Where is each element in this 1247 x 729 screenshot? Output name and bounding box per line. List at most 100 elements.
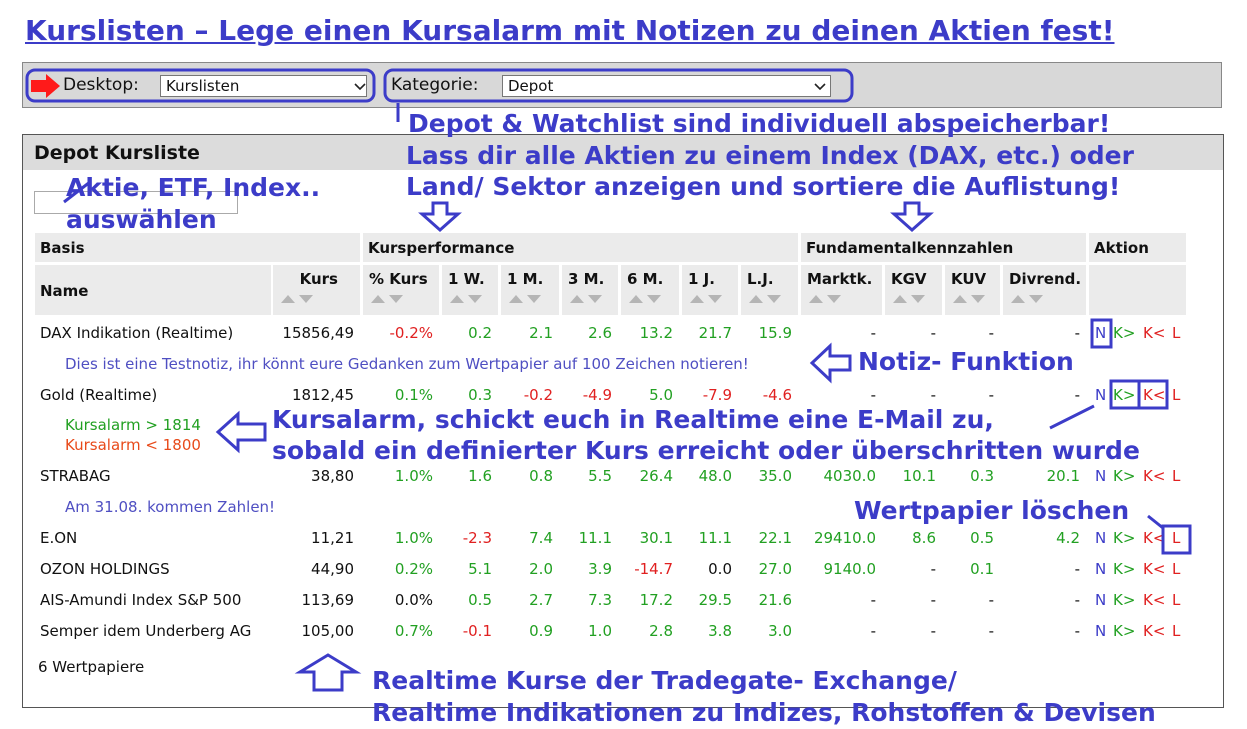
action-link[interactable]: N xyxy=(1095,622,1107,640)
action-link[interactable]: N xyxy=(1095,560,1107,578)
action-link[interactable]: L xyxy=(1172,591,1181,609)
cell: - xyxy=(870,386,876,404)
cell: 4030.0 xyxy=(823,467,877,485)
action-link[interactable]: N xyxy=(1095,467,1107,485)
action-link[interactable]: K< xyxy=(1143,622,1166,640)
column-header-cell xyxy=(501,265,559,315)
column-header-cell xyxy=(945,265,1000,315)
group-header: Kursperformance xyxy=(368,239,515,257)
cell: 13.2 xyxy=(639,324,673,342)
group-header-cell xyxy=(363,233,798,262)
cell: 105,00 xyxy=(301,622,355,640)
cell: 2.8 xyxy=(649,622,673,640)
cell: 0.0 xyxy=(708,560,732,578)
cell: 30.1 xyxy=(639,529,673,547)
column-header-cell xyxy=(273,265,360,315)
cell: 29.5 xyxy=(698,591,732,609)
cell: 0.1% xyxy=(394,386,433,404)
cell: 3.8 xyxy=(708,622,732,640)
cell: 3.0 xyxy=(768,622,792,640)
cell: 17.2 xyxy=(639,591,673,609)
action-link[interactable]: K> xyxy=(1113,591,1136,609)
cell: - xyxy=(930,324,936,342)
cell: - xyxy=(988,324,994,342)
cell: -0.2% xyxy=(389,324,433,342)
action-link[interactable]: L xyxy=(1172,467,1181,485)
cell-name: E.ON xyxy=(40,529,78,547)
column-header: KGV xyxy=(891,270,927,288)
action-link[interactable]: L xyxy=(1172,560,1181,578)
column-header-cell xyxy=(1003,265,1086,315)
column-header-cell xyxy=(885,265,942,315)
group-header: Aktion xyxy=(1094,239,1149,257)
action-link[interactable]: K> xyxy=(1113,467,1136,485)
action-link[interactable]: L xyxy=(1172,324,1181,342)
group-header-cell xyxy=(35,233,360,262)
cell: 0.5 xyxy=(468,591,492,609)
action-link[interactable]: L xyxy=(1172,622,1181,640)
annotation: Realtime Indikationen zu Indizes, Rohsto… xyxy=(372,698,1156,727)
action-link[interactable]: K> xyxy=(1113,324,1136,342)
action-link[interactable]: L xyxy=(1172,529,1181,547)
cell: - xyxy=(930,622,936,640)
cell: 11,21 xyxy=(311,529,354,547)
desktop-label: Desktop: xyxy=(63,75,139,95)
group-header: Basis xyxy=(40,239,85,257)
action-link[interactable]: K< xyxy=(1143,467,1166,485)
action-link[interactable]: N xyxy=(1095,529,1107,547)
column-header: 6 M. xyxy=(627,270,664,288)
action-link[interactable]: K< xyxy=(1143,386,1166,404)
action-link[interactable]: N xyxy=(1095,591,1107,609)
page-title: Kurslisten – Lege einen Kursalarm mit No… xyxy=(25,14,1115,47)
action-link[interactable]: K< xyxy=(1143,529,1166,547)
panel-footer: 6 Wertpapiere xyxy=(38,658,145,676)
cell: 48.0 xyxy=(698,467,732,485)
cell: - xyxy=(1074,591,1080,609)
cell: 0.3 xyxy=(970,467,994,485)
action-link[interactable]: K> xyxy=(1113,622,1136,640)
cell: - xyxy=(1074,560,1080,578)
cell: 0.2 xyxy=(468,324,492,342)
desktop-select[interactable]: Kurslisten xyxy=(160,75,367,97)
cell: - xyxy=(870,591,876,609)
cell: -4.9 xyxy=(582,386,612,404)
cell: - xyxy=(1074,622,1080,640)
cell-name: Semper idem Underberg AG xyxy=(40,622,252,640)
action-link[interactable]: K> xyxy=(1113,560,1136,578)
cell: 1.0% xyxy=(394,529,433,547)
cell: 0.7% xyxy=(394,622,433,640)
action-link[interactable]: K> xyxy=(1113,529,1136,547)
action-link[interactable]: K> xyxy=(1113,386,1136,404)
price-alarm: Kursalarm > 1814 xyxy=(65,416,201,434)
cell: 15.9 xyxy=(758,324,792,342)
action-link[interactable]: K< xyxy=(1143,591,1166,609)
column-header: 1 J. xyxy=(688,270,715,288)
cell: 0.2% xyxy=(394,560,433,578)
cell: 11.1 xyxy=(578,529,612,547)
cell: 7.4 xyxy=(529,529,553,547)
panel-header xyxy=(23,135,1223,170)
action-link[interactable]: N xyxy=(1095,386,1107,404)
column-header-cell xyxy=(801,265,882,315)
group-header: Fundamentalkennzahlen xyxy=(806,239,1014,257)
cell: 26.4 xyxy=(639,467,673,485)
action-link[interactable]: K< xyxy=(1143,560,1166,578)
action-link[interactable]: K< xyxy=(1143,324,1166,342)
cell: 35.0 xyxy=(758,467,792,485)
cell: 0.8 xyxy=(529,467,553,485)
annotation: Notiz- Funktion xyxy=(858,347,1074,376)
annotation: Wertpapier löschen xyxy=(854,496,1130,525)
cell: - xyxy=(930,386,936,404)
action-link[interactable]: L xyxy=(1172,386,1181,404)
cell: 9140.0 xyxy=(823,560,877,578)
cell: -0.1 xyxy=(462,622,492,640)
action-link[interactable]: N xyxy=(1095,324,1107,342)
cell: - xyxy=(988,591,994,609)
cell: - xyxy=(870,622,876,640)
category-select[interactable]: Depot xyxy=(502,75,831,97)
cell: 4.2 xyxy=(1056,529,1080,547)
cell: - xyxy=(988,622,994,640)
cell: 0.5 xyxy=(970,529,994,547)
cell: 8.6 xyxy=(912,529,936,547)
